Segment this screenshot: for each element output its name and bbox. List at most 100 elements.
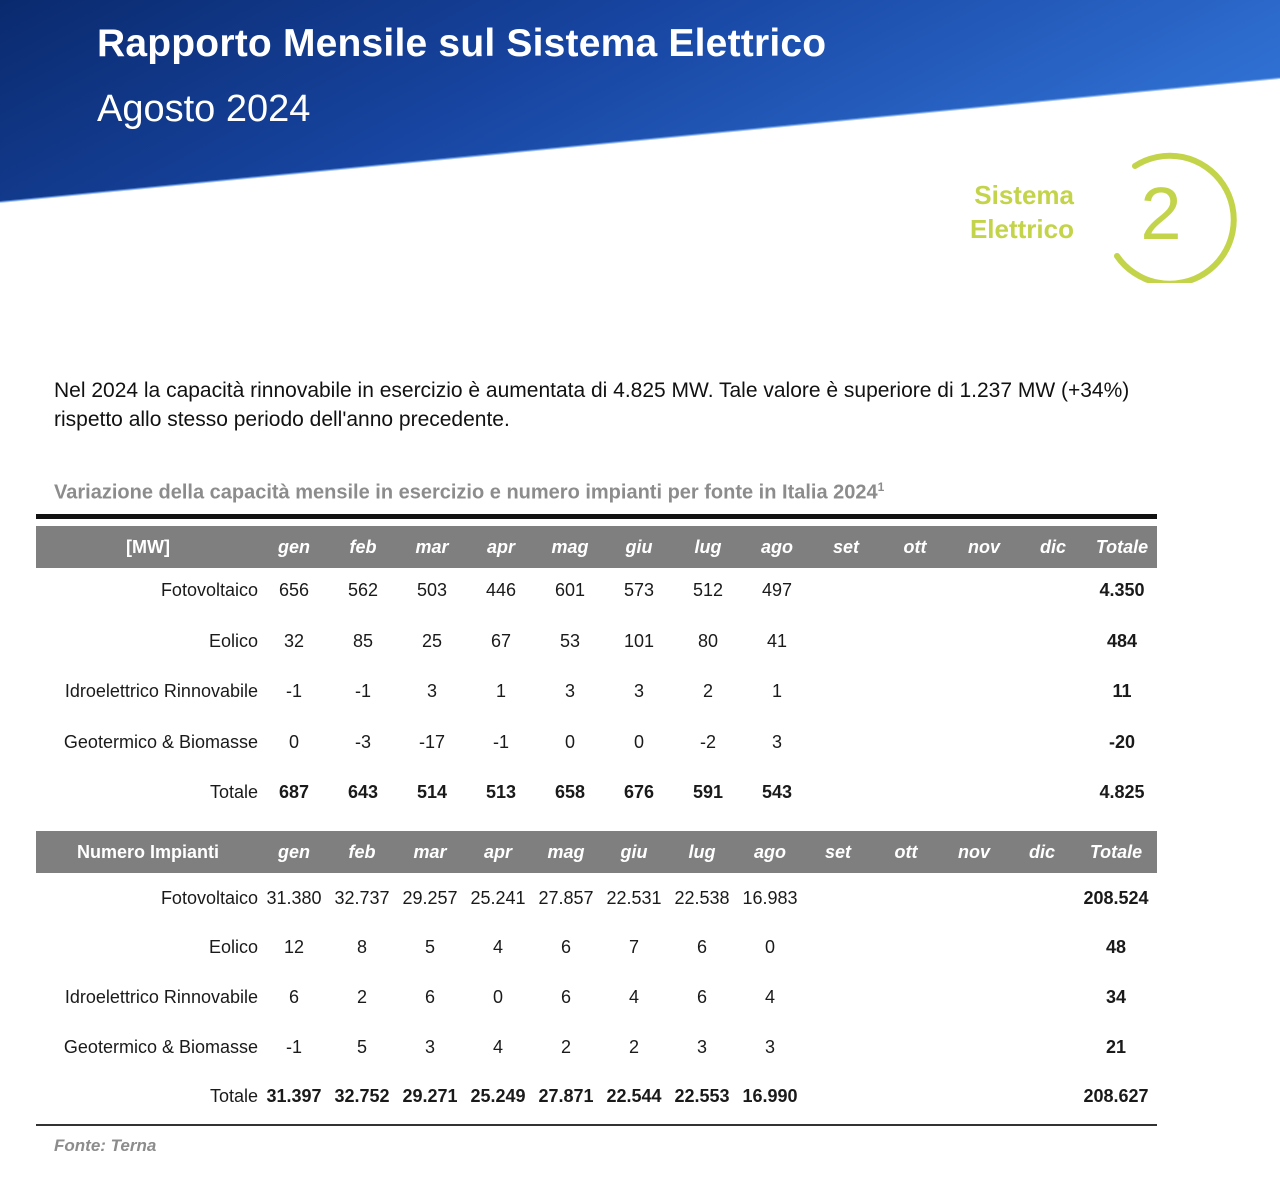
- row-label: Totale: [209, 1086, 258, 1106]
- table-row: Fotovoltaico 656 562 503 446 601 573 512 497 4.35…: [0, 575, 1280, 605]
- table-cell: 2: [356, 987, 367, 1007]
- table-cell: 2: [702, 681, 713, 701]
- row-label: Totale: [209, 782, 258, 802]
- section-number-circle-icon: 2: [1114, 152, 1237, 283]
- header-cell-giu: giu: [625, 537, 653, 557]
- row-label: Geotermico & Biomasse: [63, 1037, 258, 1057]
- table-cell: 513: [485, 782, 517, 802]
- table-cell: 8: [356, 937, 367, 957]
- table-cell: 562: [347, 580, 379, 600]
- table-cell: 80: [697, 631, 719, 651]
- table-cell: 31.380: [266, 888, 322, 908]
- table-cell: -2: [699, 732, 716, 752]
- table-cell: 503: [416, 580, 448, 600]
- table-cell: 27.857: [538, 888, 594, 908]
- table-cell: 3: [424, 1037, 435, 1057]
- header-cell-giu: giu: [620, 842, 648, 862]
- header-cell-gen: gen: [277, 537, 310, 557]
- table-title: Variazione della capacità mensile in ese…: [54, 480, 884, 505]
- row-label: Idroelettrico Rinnovabile: [64, 681, 258, 701]
- table-cell-total: 4.825: [1099, 782, 1145, 802]
- table-cell: 22.538: [674, 888, 730, 908]
- table-cell: 3: [564, 681, 575, 701]
- table-cell: 676: [623, 782, 655, 802]
- header-banner: [0, 0, 1280, 203]
- row-label: Eolico: [208, 631, 258, 651]
- table-cell: 5: [356, 1037, 367, 1057]
- table-cell-total: 21: [1105, 1037, 1127, 1057]
- header-cell-feb: feb: [348, 842, 376, 862]
- header-cell-apr: apr: [486, 537, 515, 557]
- header-cell-gen: gen: [277, 842, 310, 862]
- header-cell-mag: mag: [551, 537, 589, 557]
- table-row: Geotermico & Biomasse 0 -3 -17 -1 0 0 -2 3 -20: [0, 727, 1280, 757]
- table-cell: -1: [285, 1037, 302, 1057]
- table-cell: 514: [416, 782, 448, 802]
- table-cell: 0: [564, 732, 575, 752]
- table-cell: 25.249: [470, 1086, 526, 1106]
- table-cell: 5: [424, 937, 435, 957]
- report-period: Agosto 2024: [97, 88, 311, 130]
- table-cell-total: 208.627: [1083, 1086, 1149, 1106]
- header-cell-mar: mar: [415, 537, 449, 557]
- capacity-table-header: [MW] gen feb mar apr mag giu lug ago set ott nov dic…: [36, 526, 1157, 568]
- header-cell-nov: nov: [967, 537, 1000, 557]
- section-badge-label: Sistema Elettrico: [958, 178, 1074, 246]
- table-cell-total: 4.350: [1099, 580, 1145, 600]
- table-cell: 3: [696, 1037, 707, 1057]
- table-cell: 658: [554, 782, 586, 802]
- header-cell-feb: feb: [349, 537, 377, 557]
- table-cell: 0: [492, 987, 503, 1007]
- table-cell: 22.531: [606, 888, 662, 908]
- table-cell: 25: [421, 631, 443, 651]
- table-cell: -3: [354, 732, 371, 752]
- header-cell-total: Totale: [1089, 842, 1143, 862]
- section-number: 2: [1140, 172, 1181, 255]
- table-cell-total: 484: [1106, 631, 1138, 651]
- row-label: Idroelettrico Rinnovabile: [64, 987, 258, 1007]
- table-row: Idroelettrico Rinnovabile 6 2 6 0 6 4 6 4 34: [0, 982, 1280, 1012]
- table-row: Eolico 12 8 5 4 6 7 6 0 48: [0, 932, 1280, 962]
- table-cell-total: 208.524: [1083, 888, 1149, 908]
- table-cell: -1: [492, 732, 509, 752]
- table-cell: 3: [426, 681, 437, 701]
- table-cell-total: 11: [1112, 681, 1132, 701]
- table-cell: 3: [764, 1037, 775, 1057]
- table-cell: 85: [352, 631, 374, 651]
- table-cell: 22.544: [606, 1086, 662, 1106]
- table-cell: 573: [623, 580, 655, 600]
- table-cell: 16.990: [742, 1086, 798, 1106]
- header-cell-set: set: [832, 537, 859, 557]
- table-cell: 4: [764, 987, 775, 1007]
- table-row: Totale 687 643 514 513 658 676 591 543 4.825: [0, 777, 1280, 807]
- table-cell: 3: [771, 732, 782, 752]
- table-cell: 0: [288, 732, 299, 752]
- table-cell-total: 34: [1105, 987, 1127, 1007]
- table-cell: -17: [418, 732, 445, 752]
- table-cell: -1: [285, 681, 302, 701]
- plants-table-header: Numero Impianti gen feb mar apr mag giu lug ago s…: [36, 831, 1157, 873]
- table-cell: 12: [283, 937, 305, 957]
- table-cell: 4: [628, 987, 639, 1007]
- row-label: Fotovoltaico: [160, 888, 258, 908]
- table-cell: 29.257: [402, 888, 458, 908]
- table-cell: 7: [628, 937, 639, 957]
- table-cell: 601: [554, 580, 586, 600]
- table-cell: 32: [283, 631, 305, 651]
- table-cell: 31.397: [266, 1086, 322, 1106]
- table-cell: 512: [692, 580, 724, 600]
- table-cell: 27.871: [538, 1086, 594, 1106]
- table-cell: 29.271: [402, 1086, 458, 1106]
- source-note: Fonte: Terna: [54, 1136, 157, 1155]
- header-cell-mar: mar: [413, 842, 447, 862]
- table-cell: 6: [696, 987, 707, 1007]
- table-row: Geotermico & Biomasse -1 5 3 4 2 2 3 3 21: [0, 1032, 1280, 1062]
- header-cell-lug: lug: [694, 537, 722, 557]
- table-row: Eolico 32 85 25 67 53 101 80 41 484: [0, 626, 1280, 656]
- table-cell: 497: [761, 580, 793, 600]
- header-cell-ago: ago: [760, 537, 793, 557]
- table-cell: 2: [628, 1037, 639, 1057]
- header-cell-apr: apr: [483, 842, 512, 862]
- header-cell-dic: dic: [1039, 537, 1066, 557]
- table-top-rule: [36, 514, 1157, 519]
